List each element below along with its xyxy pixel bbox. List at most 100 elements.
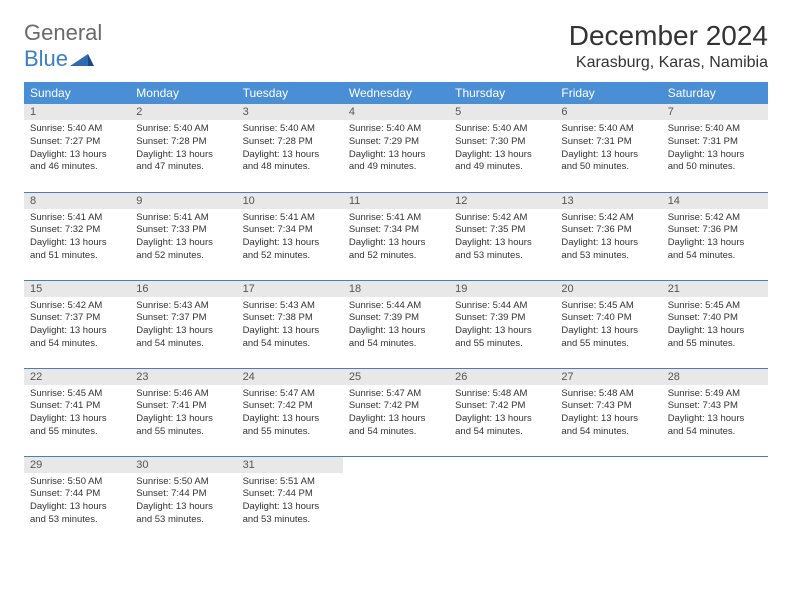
calendar-cell: 5Sunrise: 5:40 AMSunset: 7:30 PMDaylight… (449, 104, 555, 192)
calendar-cell: 12Sunrise: 5:42 AMSunset: 7:35 PMDayligh… (449, 192, 555, 280)
calendar-cell: .. (449, 456, 555, 544)
day-details: Sunrise: 5:51 AMSunset: 7:44 PMDaylight:… (237, 473, 343, 531)
day-details: Sunrise: 5:49 AMSunset: 7:43 PMDaylight:… (662, 385, 768, 443)
calendar-cell: 22Sunrise: 5:45 AMSunset: 7:41 PMDayligh… (24, 368, 130, 456)
calendar-cell: .. (555, 456, 661, 544)
calendar-cell: 23Sunrise: 5:46 AMSunset: 7:41 PMDayligh… (130, 368, 236, 456)
calendar-cell: 28Sunrise: 5:49 AMSunset: 7:43 PMDayligh… (662, 368, 768, 456)
calendar-cell: 1Sunrise: 5:40 AMSunset: 7:27 PMDaylight… (24, 104, 130, 192)
calendar-cell: .. (662, 456, 768, 544)
day-details: Sunrise: 5:45 AMSunset: 7:40 PMDaylight:… (662, 297, 768, 355)
day-number: 31 (237, 457, 343, 473)
day-number: 24 (237, 369, 343, 385)
day-details: Sunrise: 5:40 AMSunset: 7:30 PMDaylight:… (449, 120, 555, 178)
day-number: 5 (449, 104, 555, 120)
calendar-cell: 18Sunrise: 5:44 AMSunset: 7:39 PMDayligh… (343, 280, 449, 368)
day-details: Sunrise: 5:40 AMSunset: 7:31 PMDaylight:… (662, 120, 768, 178)
calendar-cell: 26Sunrise: 5:48 AMSunset: 7:42 PMDayligh… (449, 368, 555, 456)
day-details: Sunrise: 5:50 AMSunset: 7:44 PMDaylight:… (130, 473, 236, 531)
calendar-cell: 24Sunrise: 5:47 AMSunset: 7:42 PMDayligh… (237, 368, 343, 456)
day-number: 11 (343, 193, 449, 209)
day-number: 26 (449, 369, 555, 385)
day-number: 17 (237, 281, 343, 297)
calendar-cell: 2Sunrise: 5:40 AMSunset: 7:28 PMDaylight… (130, 104, 236, 192)
calendar-cell: 3Sunrise: 5:40 AMSunset: 7:28 PMDaylight… (237, 104, 343, 192)
day-number: 10 (237, 193, 343, 209)
calendar-cell: 17Sunrise: 5:43 AMSunset: 7:38 PMDayligh… (237, 280, 343, 368)
dayname-sat: Saturday (662, 82, 768, 104)
calendar-cell: 9Sunrise: 5:41 AMSunset: 7:33 PMDaylight… (130, 192, 236, 280)
day-details: Sunrise: 5:40 AMSunset: 7:28 PMDaylight:… (130, 120, 236, 178)
day-number: 29 (24, 457, 130, 473)
day-details: Sunrise: 5:48 AMSunset: 7:43 PMDaylight:… (555, 385, 661, 443)
calendar-cell: 11Sunrise: 5:41 AMSunset: 7:34 PMDayligh… (343, 192, 449, 280)
day-number: 8 (24, 193, 130, 209)
calendar-row: 1Sunrise: 5:40 AMSunset: 7:27 PMDaylight… (24, 104, 768, 192)
day-number: 30 (130, 457, 236, 473)
calendar-cell: .. (343, 456, 449, 544)
calendar-cell: 29Sunrise: 5:50 AMSunset: 7:44 PMDayligh… (24, 456, 130, 544)
day-number: 3 (237, 104, 343, 120)
day-details: Sunrise: 5:43 AMSunset: 7:38 PMDaylight:… (237, 297, 343, 355)
calendar-row: 29Sunrise: 5:50 AMSunset: 7:44 PMDayligh… (24, 456, 768, 544)
day-details: Sunrise: 5:44 AMSunset: 7:39 PMDaylight:… (449, 297, 555, 355)
day-details: Sunrise: 5:42 AMSunset: 7:36 PMDaylight:… (555, 209, 661, 267)
day-details: Sunrise: 5:42 AMSunset: 7:35 PMDaylight:… (449, 209, 555, 267)
day-number: 18 (343, 281, 449, 297)
calendar-cell: 4Sunrise: 5:40 AMSunset: 7:29 PMDaylight… (343, 104, 449, 192)
day-details: Sunrise: 5:45 AMSunset: 7:41 PMDaylight:… (24, 385, 130, 443)
day-details: Sunrise: 5:40 AMSunset: 7:28 PMDaylight:… (237, 120, 343, 178)
day-details: Sunrise: 5:41 AMSunset: 7:32 PMDaylight:… (24, 209, 130, 267)
location-text: Karasburg, Karas, Namibia (569, 54, 768, 72)
day-details: Sunrise: 5:42 AMSunset: 7:37 PMDaylight:… (24, 297, 130, 355)
logo-mark-icon (70, 46, 94, 72)
month-title: December 2024 (569, 20, 768, 52)
day-details: Sunrise: 5:50 AMSunset: 7:44 PMDaylight:… (24, 473, 130, 531)
day-number: 28 (662, 369, 768, 385)
day-number: 20 (555, 281, 661, 297)
day-details: Sunrise: 5:42 AMSunset: 7:36 PMDaylight:… (662, 209, 768, 267)
day-details: Sunrise: 5:41 AMSunset: 7:34 PMDaylight:… (343, 209, 449, 267)
header: General Blue December 2024 Karasburg, Ka… (24, 20, 768, 72)
day-details: Sunrise: 5:44 AMSunset: 7:39 PMDaylight:… (343, 297, 449, 355)
calendar-cell: 30Sunrise: 5:50 AMSunset: 7:44 PMDayligh… (130, 456, 236, 544)
calendar-cell: 13Sunrise: 5:42 AMSunset: 7:36 PMDayligh… (555, 192, 661, 280)
calendar-cell: 20Sunrise: 5:45 AMSunset: 7:40 PMDayligh… (555, 280, 661, 368)
day-number: 16 (130, 281, 236, 297)
dayname-thu: Thursday (449, 82, 555, 104)
title-block: December 2024 Karasburg, Karas, Namibia (569, 20, 768, 72)
day-number: 2 (130, 104, 236, 120)
day-number: 23 (130, 369, 236, 385)
day-details: Sunrise: 5:47 AMSunset: 7:42 PMDaylight:… (343, 385, 449, 443)
day-details: Sunrise: 5:45 AMSunset: 7:40 PMDaylight:… (555, 297, 661, 355)
dayname-row: Sunday Monday Tuesday Wednesday Thursday… (24, 82, 768, 104)
logo-text-line1: General (24, 20, 102, 46)
day-number: 22 (24, 369, 130, 385)
day-details: Sunrise: 5:41 AMSunset: 7:33 PMDaylight:… (130, 209, 236, 267)
day-number: 1 (24, 104, 130, 120)
day-number: 25 (343, 369, 449, 385)
day-number: 7 (662, 104, 768, 120)
dayname-sun: Sunday (24, 82, 130, 104)
calendar-cell: 7Sunrise: 5:40 AMSunset: 7:31 PMDaylight… (662, 104, 768, 192)
calendar-cell: 31Sunrise: 5:51 AMSunset: 7:44 PMDayligh… (237, 456, 343, 544)
dayname-fri: Friday (555, 82, 661, 104)
day-number: 21 (662, 281, 768, 297)
day-number: 9 (130, 193, 236, 209)
day-details: Sunrise: 5:43 AMSunset: 7:37 PMDaylight:… (130, 297, 236, 355)
calendar-table: Sunday Monday Tuesday Wednesday Thursday… (24, 82, 768, 544)
calendar-cell: 19Sunrise: 5:44 AMSunset: 7:39 PMDayligh… (449, 280, 555, 368)
day-number: 27 (555, 369, 661, 385)
day-number: 13 (555, 193, 661, 209)
day-details: Sunrise: 5:40 AMSunset: 7:29 PMDaylight:… (343, 120, 449, 178)
calendar-row: 8Sunrise: 5:41 AMSunset: 7:32 PMDaylight… (24, 192, 768, 280)
calendar-row: 22Sunrise: 5:45 AMSunset: 7:41 PMDayligh… (24, 368, 768, 456)
day-details: Sunrise: 5:46 AMSunset: 7:41 PMDaylight:… (130, 385, 236, 443)
calendar-cell: 15Sunrise: 5:42 AMSunset: 7:37 PMDayligh… (24, 280, 130, 368)
day-details: Sunrise: 5:48 AMSunset: 7:42 PMDaylight:… (449, 385, 555, 443)
calendar-cell: 6Sunrise: 5:40 AMSunset: 7:31 PMDaylight… (555, 104, 661, 192)
day-number: 15 (24, 281, 130, 297)
day-number: 12 (449, 193, 555, 209)
logo: General Blue (24, 20, 102, 72)
calendar-row: 15Sunrise: 5:42 AMSunset: 7:37 PMDayligh… (24, 280, 768, 368)
